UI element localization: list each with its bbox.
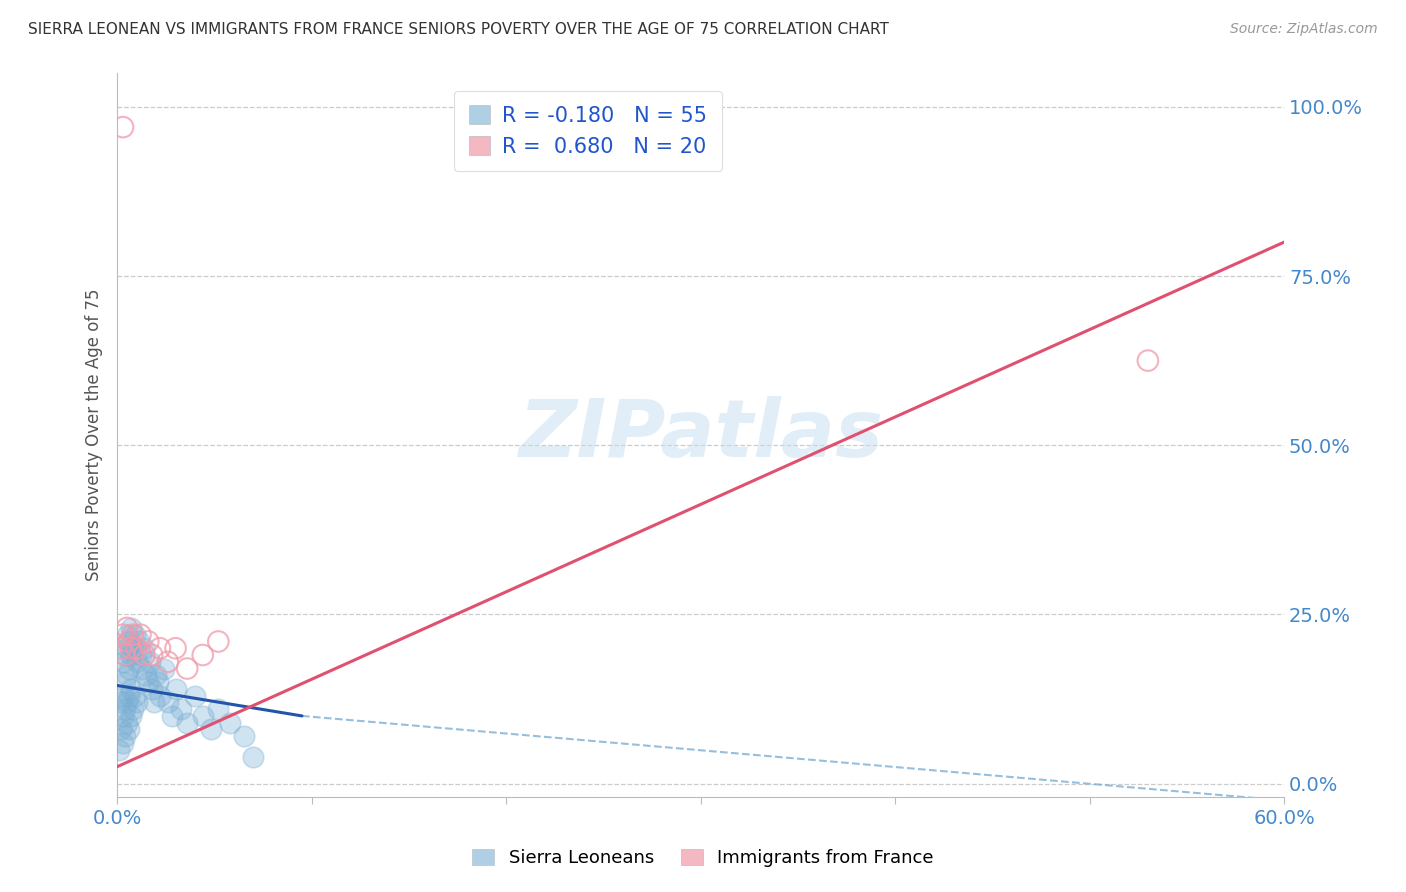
- Point: [135, 668, 157, 682]
- Point: [129, 628, 152, 642]
- Point: [114, 729, 136, 743]
- Point: [111, 689, 134, 703]
- Point: [191, 648, 214, 662]
- Point: [118, 634, 141, 648]
- Point: [149, 641, 172, 656]
- Point: [111, 628, 134, 642]
- Point: [121, 641, 143, 656]
- Point: [207, 634, 229, 648]
- Point: [176, 715, 198, 730]
- Point: [124, 628, 146, 642]
- Point: [242, 749, 264, 764]
- Point: [141, 681, 163, 696]
- Point: [111, 709, 134, 723]
- Point: [125, 641, 148, 656]
- Point: [146, 675, 169, 690]
- Text: SIERRA LEONEAN VS IMMIGRANTS FROM FRANCE SENIORS POVERTY OVER THE AGE OF 75 CORR: SIERRA LEONEAN VS IMMIGRANTS FROM FRANCE…: [28, 22, 889, 37]
- Point: [129, 648, 152, 662]
- Point: [124, 689, 146, 703]
- Point: [114, 675, 136, 690]
- Point: [160, 709, 183, 723]
- Point: [118, 689, 141, 703]
- Point: [1136, 353, 1159, 368]
- Point: [118, 634, 141, 648]
- Point: [110, 641, 132, 656]
- Legend: R = -0.180   N = 55, R =  0.680   N = 20: R = -0.180 N = 55, R = 0.680 N = 20: [454, 91, 721, 171]
- Point: [128, 634, 150, 648]
- Point: [114, 648, 136, 662]
- Point: [165, 681, 187, 696]
- Point: [120, 709, 142, 723]
- Point: [114, 702, 136, 716]
- Point: [134, 648, 156, 662]
- Point: [200, 723, 222, 737]
- Point: [149, 689, 172, 703]
- Point: [165, 641, 187, 656]
- Point: [131, 661, 153, 675]
- Point: [110, 723, 132, 737]
- Legend: Sierra Leoneans, Immigrants from France: Sierra Leoneans, Immigrants from France: [465, 841, 941, 874]
- Point: [114, 648, 136, 662]
- Point: [156, 695, 179, 709]
- Point: [219, 715, 242, 730]
- Point: [111, 120, 134, 135]
- Point: [115, 641, 138, 656]
- Point: [139, 655, 162, 669]
- Point: [141, 648, 163, 662]
- Point: [120, 648, 142, 662]
- Y-axis label: Seniors Poverty Over the Age of 75: Seniors Poverty Over the Age of 75: [86, 289, 103, 582]
- Point: [191, 709, 214, 723]
- Point: [118, 723, 141, 737]
- Point: [125, 655, 148, 669]
- Point: [156, 655, 179, 669]
- Point: [120, 641, 142, 656]
- Point: [115, 621, 138, 635]
- Point: [115, 668, 138, 682]
- Point: [111, 655, 134, 669]
- Text: ZIPatlas: ZIPatlas: [517, 396, 883, 474]
- Point: [118, 661, 141, 675]
- Point: [110, 695, 132, 709]
- Point: [184, 689, 207, 703]
- Point: [136, 634, 159, 648]
- Point: [134, 641, 156, 656]
- Point: [115, 628, 138, 642]
- Point: [120, 621, 142, 635]
- Point: [136, 675, 159, 690]
- Point: [145, 668, 167, 682]
- Point: [170, 702, 193, 716]
- Point: [108, 743, 131, 757]
- Point: [232, 729, 254, 743]
- Point: [121, 702, 143, 716]
- Point: [121, 628, 143, 642]
- Point: [143, 695, 166, 709]
- Point: [176, 661, 198, 675]
- Point: [125, 695, 148, 709]
- Point: [115, 695, 138, 709]
- Point: [153, 661, 176, 675]
- Point: [207, 702, 229, 716]
- Text: Source: ZipAtlas.com: Source: ZipAtlas.com: [1230, 22, 1378, 37]
- Point: [115, 715, 138, 730]
- Point: [111, 736, 134, 750]
- Point: [120, 681, 142, 696]
